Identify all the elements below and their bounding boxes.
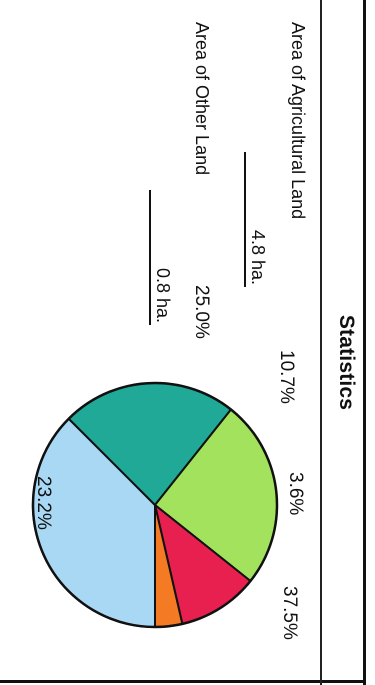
pie-label-3-6: 3.6% <box>285 472 306 516</box>
pie-label-25-0: 25.0% <box>191 285 212 339</box>
pie-outline <box>31 381 279 629</box>
pie-label-37-5: 37.5% <box>279 586 300 640</box>
pie-label-10-7: 10.7% <box>276 350 297 404</box>
pie-label-23-2: 23.2% <box>33 476 54 530</box>
